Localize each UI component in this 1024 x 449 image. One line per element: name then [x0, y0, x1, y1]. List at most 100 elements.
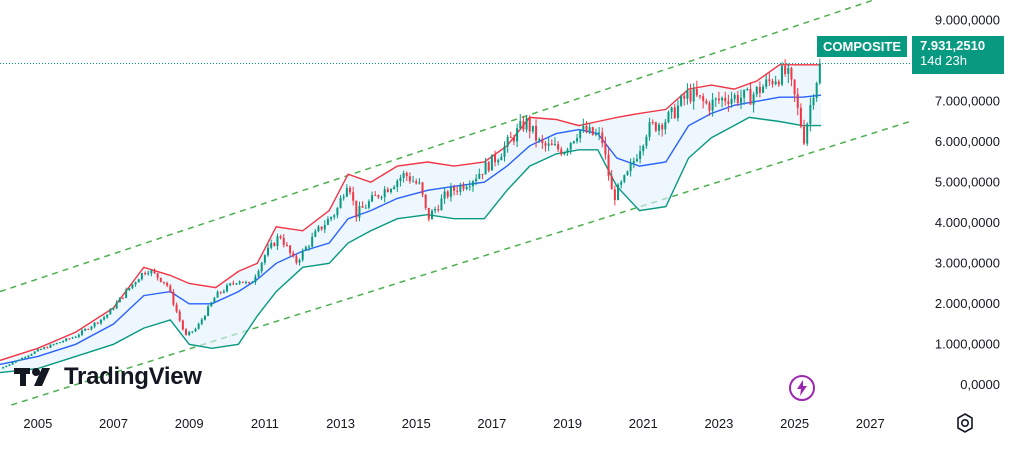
candle: [468, 180, 471, 191]
candle: [503, 141, 506, 162]
candle: [361, 201, 364, 208]
candle: [610, 170, 613, 190]
candle: [112, 306, 115, 311]
candle: [140, 272, 143, 281]
candle: [21, 357, 24, 360]
candle: [768, 73, 771, 86]
upper-band-line: [0, 64, 822, 362]
candle: [553, 137, 556, 146]
candle: [762, 84, 765, 94]
last-price-tag: 7.931,2510 14d 23h: [912, 36, 1004, 74]
candle: [11, 362, 14, 365]
candle: [799, 103, 802, 129]
candle: [572, 140, 575, 145]
candle: [267, 243, 270, 257]
candle: [178, 309, 181, 323]
x-tick-label: 2021: [629, 416, 658, 431]
candle: [364, 204, 367, 209]
candle: [780, 61, 783, 87]
candle: [440, 194, 443, 211]
candle: [371, 191, 374, 203]
candle: [796, 87, 799, 116]
candle: [528, 115, 531, 139]
candle: [516, 123, 519, 148]
candle: [36, 348, 39, 352]
candle: [197, 322, 200, 330]
candle: [380, 195, 383, 201]
candle: [765, 74, 768, 89]
candle: [635, 154, 638, 163]
candle: [525, 115, 528, 133]
candle: [591, 126, 594, 136]
candle: [673, 103, 676, 119]
candle: [128, 288, 131, 291]
candle: [506, 134, 509, 153]
candle: [686, 83, 689, 105]
y-tick-label: 9.000,0000: [935, 12, 1000, 27]
candle: [358, 201, 361, 222]
candle: [446, 189, 449, 199]
candle: [449, 182, 452, 202]
candle: [522, 115, 525, 132]
channel-lower-line: [11, 120, 911, 406]
candle: [569, 142, 572, 155]
candle: [478, 168, 481, 180]
tradingview-logo-icon: [14, 368, 50, 386]
candle: [588, 123, 591, 135]
candle: [383, 186, 386, 203]
candle: [642, 144, 645, 156]
candle: [58, 342, 61, 344]
candle: [125, 287, 128, 299]
candle: [481, 173, 484, 180]
candle: [159, 277, 162, 283]
candle: [689, 83, 692, 104]
candle: [399, 174, 402, 187]
candle: [714, 97, 717, 107]
candle: [699, 95, 701, 100]
candle: [405, 171, 408, 181]
candle: [49, 344, 52, 349]
candle: [355, 200, 358, 222]
candle: [229, 282, 232, 287]
candle: [260, 261, 263, 274]
time-axis[interactable]: 2005 2007 2009 2011 2013 2015 2017 2019 2021 2023…: [23, 416, 884, 431]
candle: [617, 183, 620, 201]
tradingview-watermark[interactable]: TradingView: [14, 362, 202, 392]
candle: [203, 315, 206, 321]
candle: [755, 86, 758, 98]
candle: [408, 172, 411, 184]
flash-icon[interactable]: [788, 374, 816, 402]
candle: [147, 270, 150, 276]
candle: [727, 94, 730, 112]
candle: [418, 178, 421, 185]
candle: [658, 122, 661, 136]
candle: [695, 80, 698, 97]
y-tick-label: 4.000,0000: [935, 215, 1000, 230]
candle: [2, 366, 5, 369]
candle: [500, 153, 503, 161]
candle: [509, 131, 512, 139]
candle: [323, 220, 326, 234]
candle: [367, 199, 370, 210]
candle: [118, 297, 121, 303]
bollinger-bands: [0, 64, 822, 374]
x-tick-label: 2017: [477, 416, 506, 431]
candle: [194, 327, 197, 333]
candle: [639, 145, 642, 164]
price-axis[interactable]: 9.000,00008.000,00007.000,00006.000,0000…: [935, 12, 1000, 392]
candle: [736, 90, 739, 107]
x-tick-label: 2007: [99, 416, 128, 431]
candle: [784, 59, 787, 77]
candle: [314, 229, 317, 238]
candle: [708, 100, 711, 116]
candle: [793, 79, 796, 102]
candle: [191, 331, 194, 334]
candle: [342, 193, 345, 201]
x-tick-label: 2023: [704, 416, 733, 431]
candle: [585, 121, 588, 134]
candle: [594, 128, 597, 137]
gear-icon[interactable]: [954, 412, 976, 434]
candle: [134, 281, 137, 287]
last-price-value: 7.931,2510: [920, 38, 986, 53]
